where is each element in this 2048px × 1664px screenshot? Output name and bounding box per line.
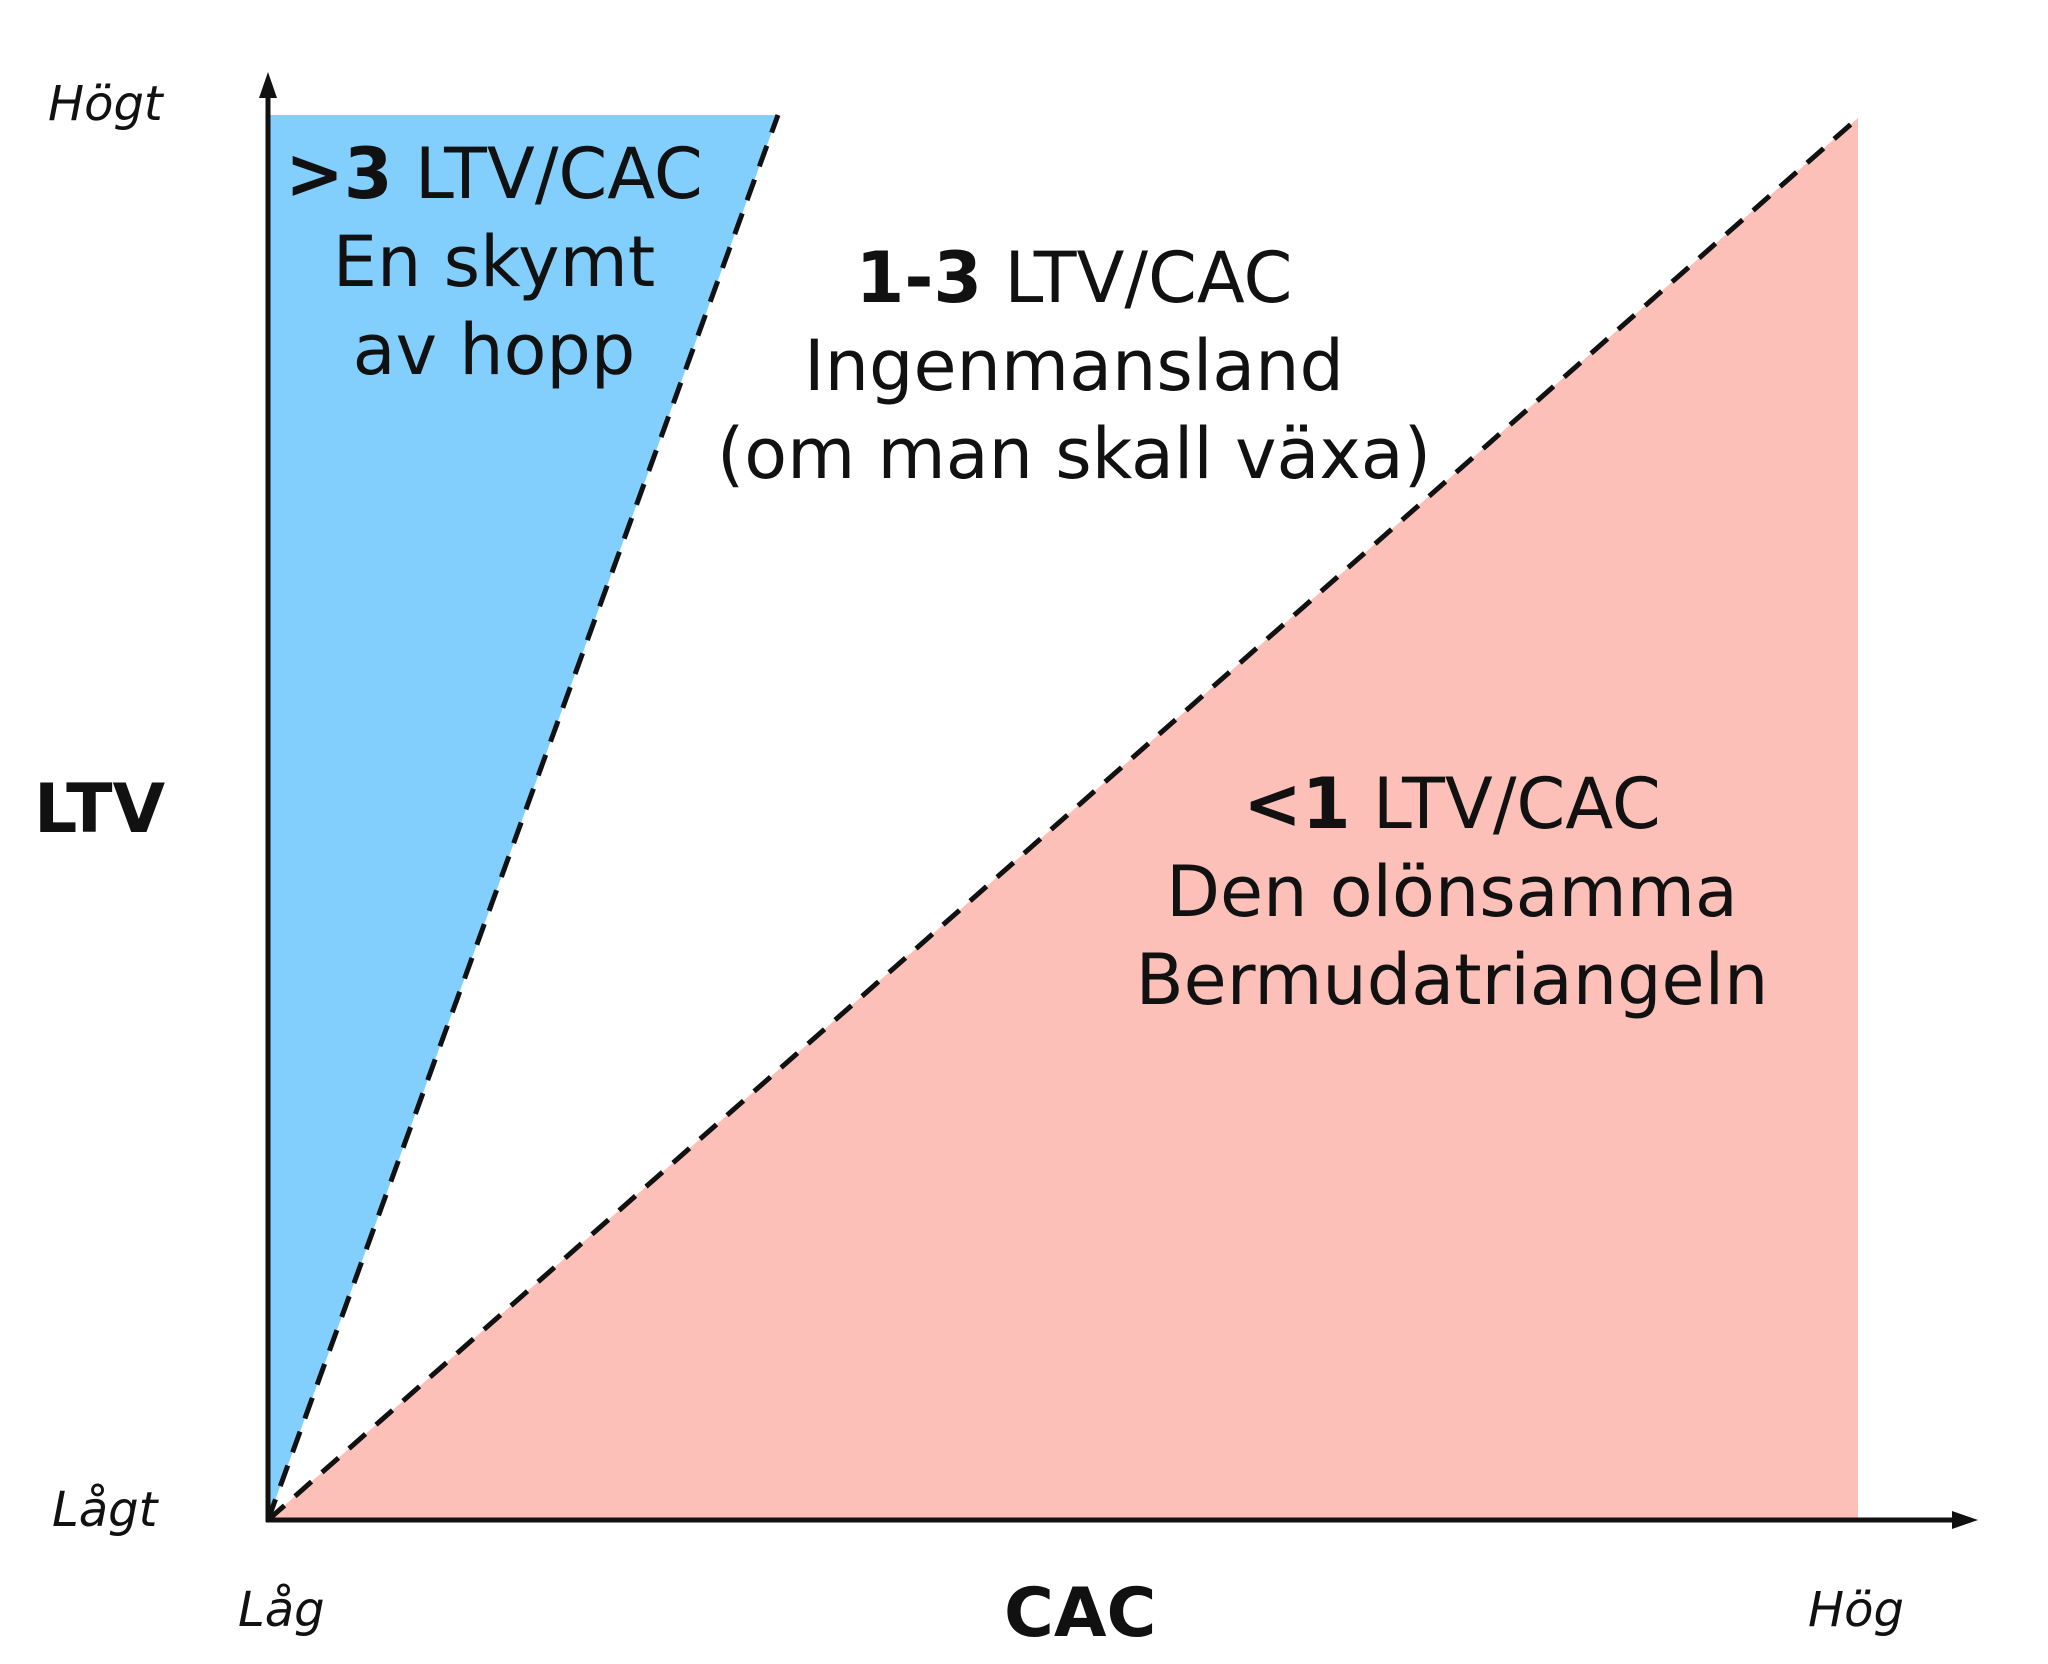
low-ratio-line-2: Bermudatriangeln <box>1135 939 1769 1021</box>
high-ratio-line-2: av hopp <box>352 309 636 391</box>
high-ratio-zone-label: >3 LTV/CAC En skymt av hopp <box>285 130 703 394</box>
y-axis-arrow <box>259 72 277 98</box>
low-ratio-unit: LTV/CAC <box>1372 763 1661 845</box>
mid-ratio-zone-label: 1-3 LTV/CAC Ingenmansland (om man skall … <box>717 234 1431 498</box>
low-ratio-zone-label: <1 LTV/CAC Den olönsamma Bermudatriangel… <box>1136 760 1769 1024</box>
low-ratio-value: <1 <box>1243 763 1351 845</box>
x-axis-left-label: Låg <box>238 1582 325 1638</box>
mid-ratio-line-2: (om man skall växa) <box>716 413 1432 495</box>
mid-ratio-unit: LTV/CAC <box>1004 237 1293 319</box>
mid-ratio-value: 1-3 <box>855 237 983 319</box>
ratio-1-dashed-line <box>266 116 1860 1522</box>
x-axis-title: CAC <box>1004 1574 1157 1653</box>
y-axis-title: LTV <box>34 770 166 849</box>
y-axis-bottom-label: Lågt <box>52 1482 158 1538</box>
low-ratio-line-1: Den olönsamma <box>1166 851 1738 933</box>
mid-ratio-line-1: Ingenmansland <box>804 325 1344 407</box>
ratio-3-dashed-line <box>265 114 781 1521</box>
x-axis-arrow <box>1952 1511 1978 1529</box>
x-axis-right-label: Hög <box>1808 1582 1904 1638</box>
high-ratio-line-1: En skymt <box>332 221 656 303</box>
high-ratio-unit: LTV/CAC <box>414 133 703 215</box>
y-axis-top-label: Högt <box>48 76 163 132</box>
high-ratio-value: >3 <box>285 133 393 215</box>
